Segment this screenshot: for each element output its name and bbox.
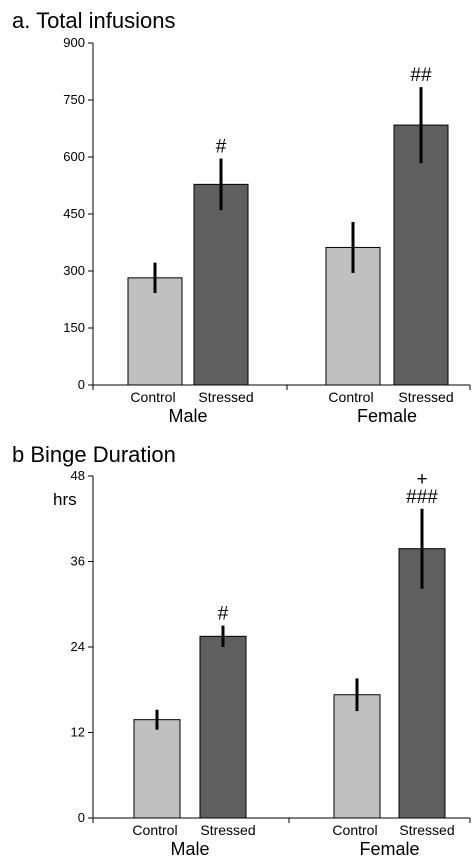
significance-marker-top: + bbox=[416, 469, 427, 490]
x-category-label: Control bbox=[132, 822, 177, 838]
y-tick-label: 600 bbox=[63, 149, 85, 164]
x-category-label: Stressed bbox=[200, 822, 255, 838]
y-tick-label: 150 bbox=[63, 320, 85, 335]
y-tick-label: 48 bbox=[71, 468, 85, 483]
significance-marker: # bbox=[216, 137, 227, 158]
y-tick-label: 0 bbox=[78, 810, 85, 825]
x-category-label: Control bbox=[130, 389, 175, 405]
panel-a-title: a. Total infusions bbox=[12, 8, 175, 33]
bar-female-control bbox=[333, 694, 381, 819]
x-group-label: Male bbox=[170, 839, 209, 859]
bar-male-control bbox=[127, 277, 183, 386]
x-category-label: Stressed bbox=[198, 389, 253, 405]
panel-b-binge-duration: b Binge Duration hrs 0 12 24 36 48 Control # St… bbox=[12, 442, 471, 859]
x-category-label: Stressed bbox=[399, 822, 454, 838]
y-tick-label: 0 bbox=[78, 377, 85, 392]
significance-marker: # bbox=[218, 604, 229, 625]
x-category-label: Control bbox=[332, 822, 377, 838]
panel-b-ylabel: hrs bbox=[53, 490, 77, 509]
y-tick-label: 900 bbox=[63, 35, 85, 50]
x-category-label: Control bbox=[328, 389, 373, 405]
bar-male-control bbox=[133, 719, 181, 819]
y-tick-label: 36 bbox=[71, 554, 85, 569]
bar-female-stressed bbox=[393, 124, 449, 386]
bar-male-stressed bbox=[199, 635, 247, 819]
bar-male-stressed bbox=[193, 183, 249, 386]
panel-a-plot-area: 0 150 300 450 600 750 900 Control # Stressed Contr… bbox=[63, 35, 471, 426]
y-tick-label: 300 bbox=[63, 263, 85, 278]
x-group-label: Female bbox=[357, 406, 417, 426]
panel-b-plot-area: 0 12 24 36 48 Control # Stressed Control ###+ Stre… bbox=[71, 468, 471, 859]
y-tick-label: 24 bbox=[71, 639, 85, 654]
x-group-label: Female bbox=[359, 839, 419, 859]
significance-marker: ### bbox=[406, 487, 438, 508]
panel-a-total-infusions: a. Total infusions 0 150 300 450 600 750 900 Co… bbox=[12, 8, 471, 426]
y-tick-label: 750 bbox=[63, 92, 85, 107]
bar-female-stressed bbox=[398, 548, 446, 819]
y-tick-label: 450 bbox=[63, 206, 85, 221]
significance-marker: ## bbox=[410, 65, 432, 86]
x-category-label: Stressed bbox=[398, 389, 453, 405]
panel-b-title: b Binge Duration bbox=[12, 442, 176, 467]
y-tick-label: 12 bbox=[71, 725, 85, 740]
x-group-label: Male bbox=[168, 406, 207, 426]
